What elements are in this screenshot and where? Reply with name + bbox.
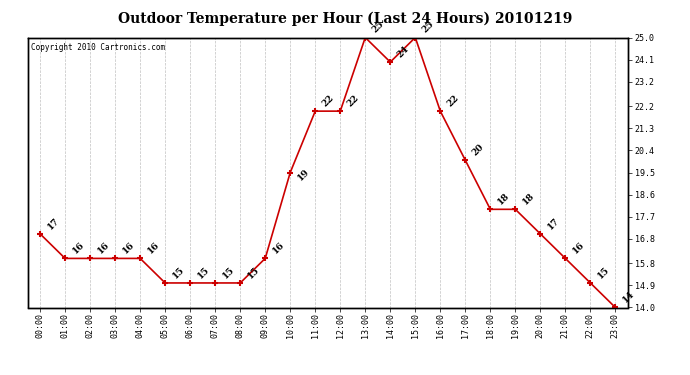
- Text: 17: 17: [546, 216, 561, 231]
- Text: 14: 14: [621, 290, 636, 305]
- Text: 16: 16: [146, 240, 161, 256]
- Text: Outdoor Temperature per Hour (Last 24 Hours) 20101219: Outdoor Temperature per Hour (Last 24 Ho…: [118, 11, 572, 26]
- Text: 16: 16: [121, 240, 136, 256]
- Text: 15: 15: [170, 265, 186, 280]
- Text: 22: 22: [346, 93, 361, 108]
- Text: 18: 18: [521, 191, 536, 207]
- Text: 24: 24: [396, 44, 411, 59]
- Text: 22: 22: [446, 93, 461, 108]
- Text: 16: 16: [96, 240, 111, 256]
- Text: 17: 17: [46, 216, 61, 231]
- Text: 16: 16: [270, 240, 286, 256]
- Text: 15: 15: [246, 265, 261, 280]
- Text: 16: 16: [571, 240, 586, 256]
- Text: 15: 15: [196, 265, 211, 280]
- Text: 15: 15: [596, 265, 611, 280]
- Text: 22: 22: [321, 93, 336, 108]
- Text: Copyright 2010 Cartronics.com: Copyright 2010 Cartronics.com: [30, 43, 165, 52]
- Text: 20: 20: [471, 142, 486, 158]
- Text: 16: 16: [70, 240, 86, 256]
- Text: 25: 25: [371, 20, 386, 35]
- Text: 25: 25: [421, 20, 436, 35]
- Text: 19: 19: [296, 166, 311, 182]
- Text: 15: 15: [221, 265, 236, 280]
- Text: 18: 18: [496, 191, 511, 207]
